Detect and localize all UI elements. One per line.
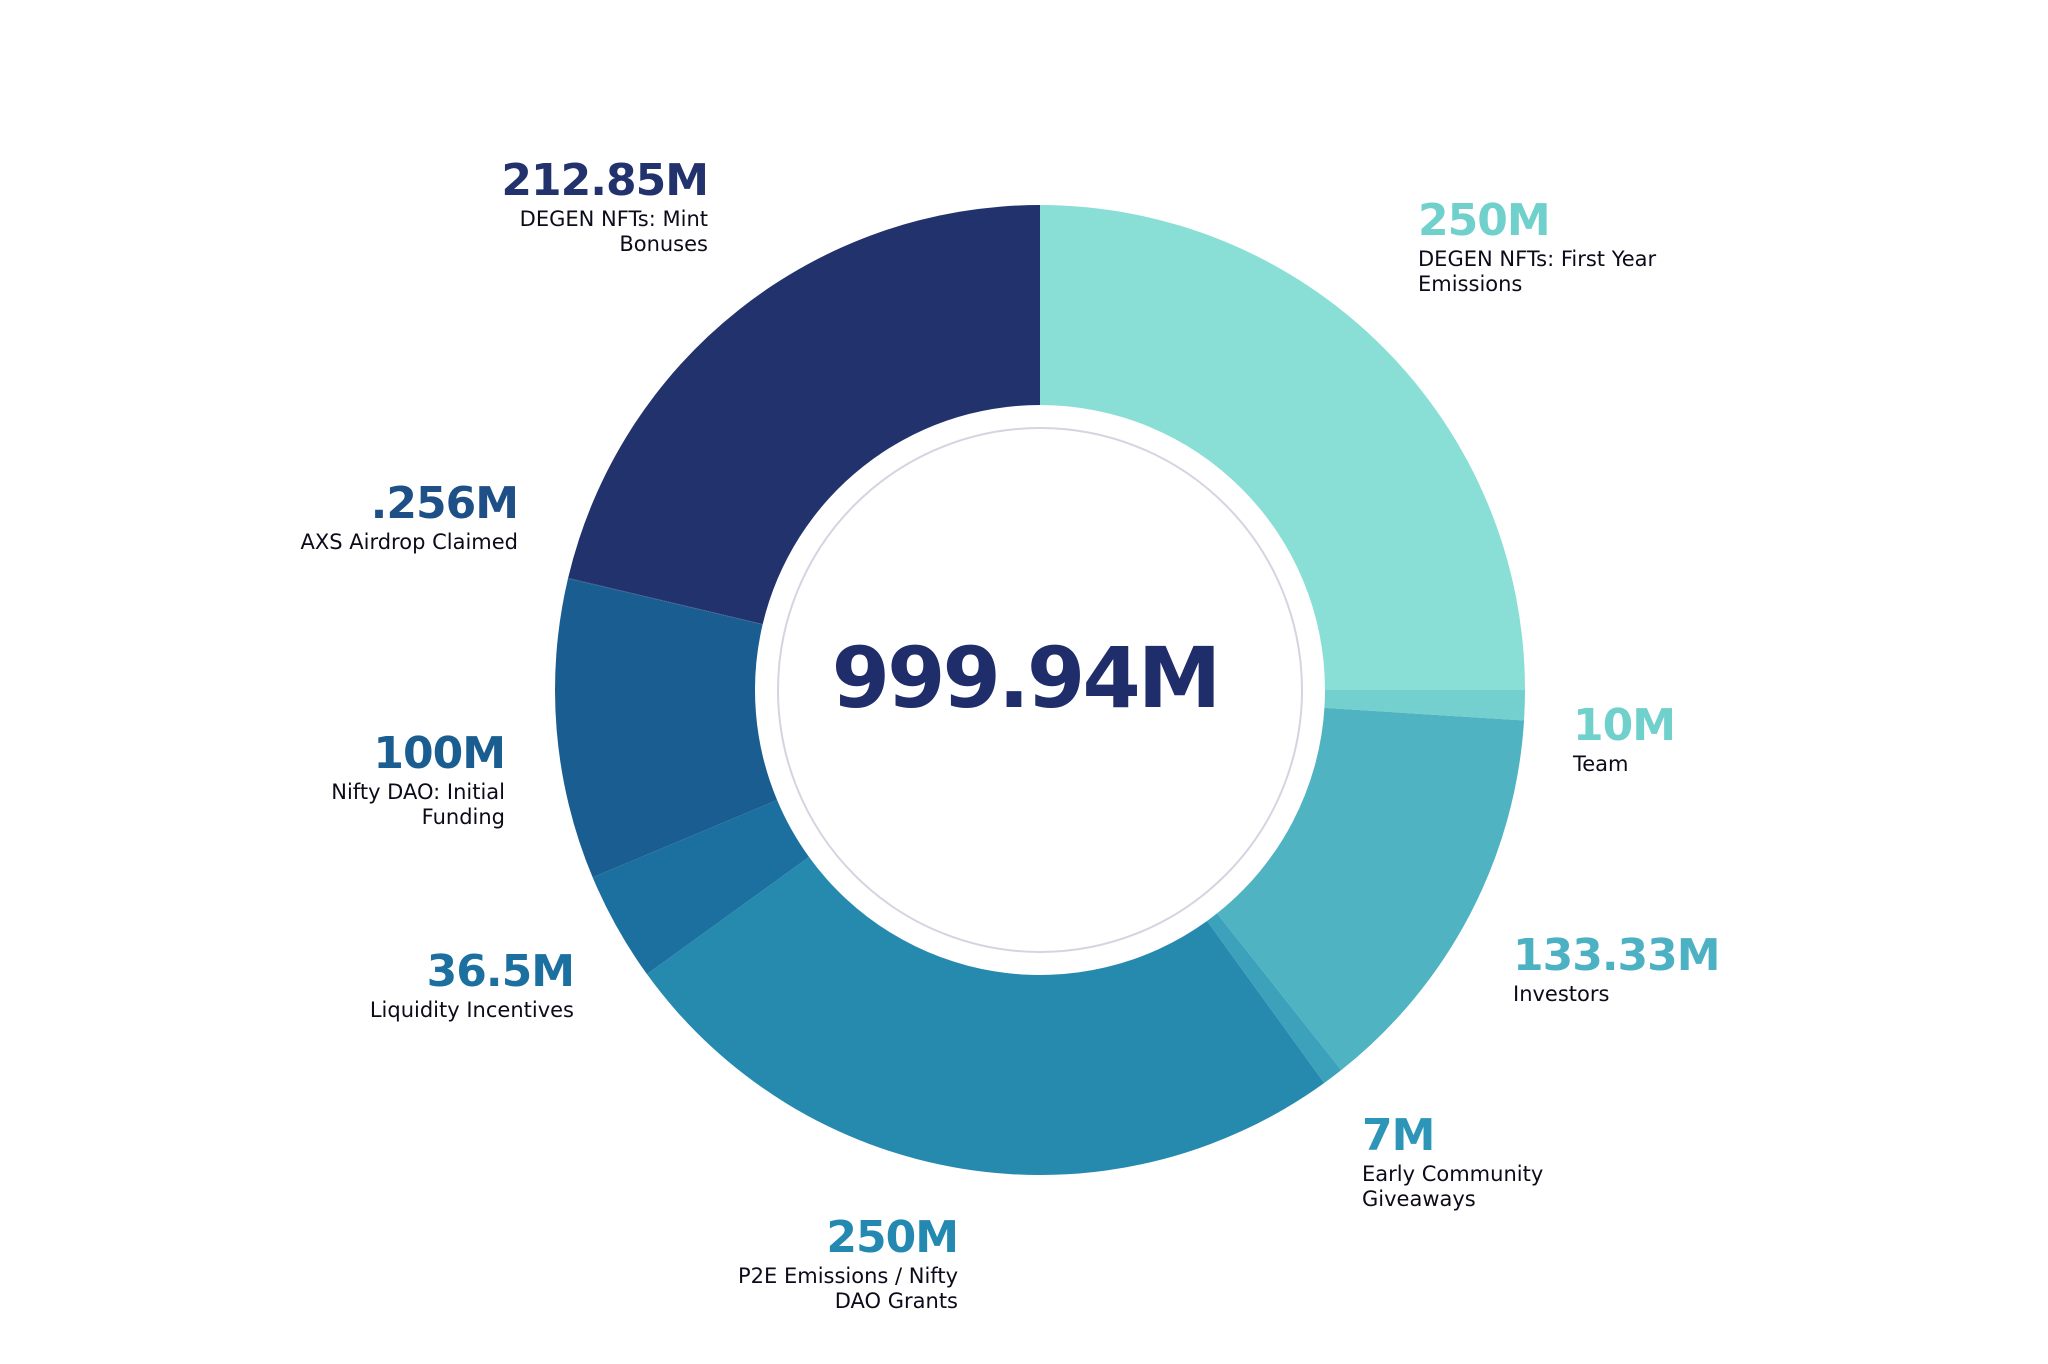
name-label: Funding <box>421 805 505 829</box>
donut-slice-2 <box>1216 707 1525 1071</box>
value-label: 133.33M <box>1513 930 1721 981</box>
name-label: Nifty DAO: Initial <box>331 780 505 804</box>
label-axs-airdrop: .256M AXS Airdrop Claimed <box>301 478 519 555</box>
name-label: P2E Emissions / Nifty <box>738 1264 958 1288</box>
name-label: DAO Grants <box>834 1289 958 1313</box>
donut-slice-3 <box>1207 913 1342 1084</box>
value-label: .256M <box>370 478 519 529</box>
value-label: 7M <box>1362 1110 1435 1161</box>
name-label: Early Community <box>1362 1162 1544 1186</box>
name-label: DEGEN NFTs: First Year <box>1418 247 1657 271</box>
donut-slice-4 <box>646 856 1325 1175</box>
value-label: 100M <box>373 728 506 779</box>
value-label: 36.5M <box>426 946 575 997</box>
label-investors: 133.33M Investors <box>1513 930 1721 1007</box>
name-label: Giveaways <box>1362 1187 1476 1211</box>
value-label: 250M <box>1418 195 1551 246</box>
donut-slice-8 <box>568 205 1040 625</box>
donut-slice-7 <box>567 577 763 625</box>
name-label: AXS Airdrop Claimed <box>300 530 519 554</box>
name-label: Emissions <box>1418 272 1523 296</box>
label-team: 10M Team <box>1573 700 1676 777</box>
name-label: DEGEN NFTs: Mint <box>519 207 708 231</box>
name-label: Bonuses <box>619 232 708 256</box>
label-nifty-dao-funding: 100M Nifty DAO: Initial Funding <box>331 728 506 830</box>
donut-slice-6 <box>555 578 778 878</box>
donut-slice-5 <box>592 800 810 975</box>
name-label: Investors <box>1513 982 1610 1006</box>
label-p2e-emissions: 250M P2E Emissions / Nifty DAO Grants <box>738 1212 959 1314</box>
total-value: 999.94M <box>831 629 1222 727</box>
label-liquidity-incentives: 36.5M Liquidity Incentives <box>369 946 575 1023</box>
value-label: 10M <box>1573 700 1676 751</box>
value-label: 250M <box>826 1212 959 1263</box>
value-label: 212.85M <box>501 155 709 206</box>
name-label: Liquidity Incentives <box>369 998 574 1022</box>
center-ring <box>777 427 1303 953</box>
name-label: Team <box>1573 752 1629 776</box>
label-degen-first-year: 250M DEGEN NFTs: First Year Emissions <box>1418 195 1656 297</box>
donut-slice-0 <box>1040 205 1525 691</box>
label-early-community: 7M Early Community Giveaways <box>1362 1110 1543 1212</box>
donut-slice-1 <box>1324 690 1525 721</box>
label-degen-mint-bonuses: 212.85M DEGEN NFTs: Mint Bonuses <box>501 155 709 257</box>
